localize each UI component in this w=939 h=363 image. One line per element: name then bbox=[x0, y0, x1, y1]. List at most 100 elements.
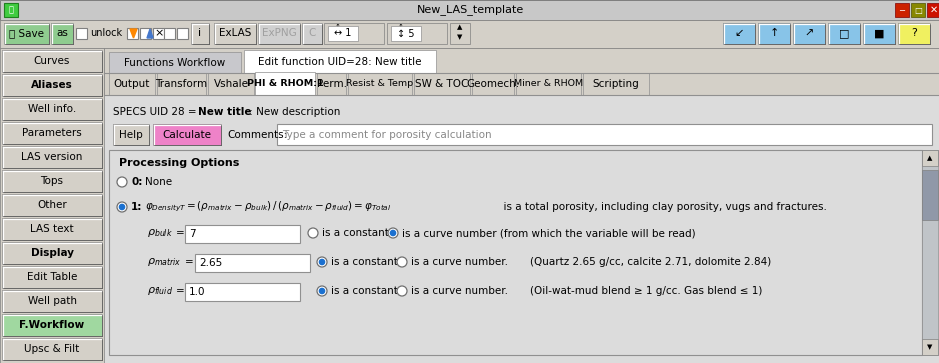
FancyBboxPatch shape bbox=[113, 124, 149, 145]
Text: Parameters: Parameters bbox=[23, 128, 82, 138]
Text: ↑: ↑ bbox=[769, 29, 778, 38]
Circle shape bbox=[319, 260, 325, 265]
Text: Processing Options: Processing Options bbox=[119, 158, 239, 168]
FancyBboxPatch shape bbox=[109, 73, 155, 95]
FancyBboxPatch shape bbox=[2, 218, 102, 240]
FancyBboxPatch shape bbox=[2, 194, 102, 216]
Text: ?: ? bbox=[911, 29, 917, 38]
Text: ─: ─ bbox=[900, 5, 904, 15]
FancyBboxPatch shape bbox=[793, 23, 825, 44]
Text: SPECS UID 28 =: SPECS UID 28 = bbox=[113, 107, 200, 117]
Text: =: = bbox=[176, 228, 185, 238]
Text: 0:: 0: bbox=[131, 177, 143, 187]
Text: ExLAS: ExLAS bbox=[219, 29, 252, 38]
FancyBboxPatch shape bbox=[4, 3, 18, 17]
FancyBboxPatch shape bbox=[348, 73, 412, 95]
Text: New_LAS_template: New_LAS_template bbox=[416, 5, 524, 16]
Text: ▲: ▲ bbox=[457, 24, 463, 30]
Text: $\rho_{fluid}$: $\rho_{fluid}$ bbox=[147, 285, 173, 297]
Text: Geomech.: Geomech. bbox=[467, 79, 519, 89]
FancyBboxPatch shape bbox=[723, 23, 755, 44]
FancyBboxPatch shape bbox=[2, 170, 102, 192]
Text: C: C bbox=[308, 29, 316, 38]
FancyBboxPatch shape bbox=[0, 20, 939, 48]
FancyBboxPatch shape bbox=[109, 150, 922, 355]
FancyBboxPatch shape bbox=[214, 23, 256, 44]
FancyBboxPatch shape bbox=[911, 3, 925, 17]
FancyBboxPatch shape bbox=[157, 73, 206, 95]
Text: ↓: ↓ bbox=[398, 34, 404, 40]
Text: New title: New title bbox=[198, 107, 252, 117]
Text: Scripting: Scripting bbox=[593, 79, 639, 89]
Text: ▼: ▼ bbox=[928, 344, 932, 350]
Text: $\rho_{bulk}$: $\rho_{bulk}$ bbox=[147, 227, 173, 239]
FancyBboxPatch shape bbox=[2, 314, 102, 336]
Text: ↙: ↙ bbox=[734, 29, 744, 38]
Text: 🔒: 🔒 bbox=[8, 5, 13, 15]
FancyBboxPatch shape bbox=[208, 73, 254, 95]
FancyBboxPatch shape bbox=[324, 23, 384, 44]
FancyBboxPatch shape bbox=[2, 290, 102, 312]
FancyBboxPatch shape bbox=[863, 23, 895, 44]
FancyBboxPatch shape bbox=[414, 73, 470, 95]
FancyBboxPatch shape bbox=[104, 48, 939, 363]
FancyBboxPatch shape bbox=[2, 98, 102, 120]
Text: is a constant: is a constant bbox=[331, 257, 398, 267]
Text: Other: Other bbox=[38, 200, 67, 210]
Text: SW & TOC: SW & TOC bbox=[415, 79, 469, 89]
Text: i: i bbox=[198, 29, 202, 38]
Text: LAS version: LAS version bbox=[22, 152, 83, 162]
FancyBboxPatch shape bbox=[244, 50, 436, 73]
FancyBboxPatch shape bbox=[922, 150, 938, 355]
Text: ↕ 5: ↕ 5 bbox=[397, 29, 415, 38]
Text: ✕: ✕ bbox=[930, 5, 938, 15]
Text: Comments:: Comments: bbox=[227, 130, 287, 139]
Text: Aliases: Aliases bbox=[31, 80, 73, 90]
Text: Edit function UID=28: New title: Edit function UID=28: New title bbox=[258, 57, 422, 67]
Text: Type a comment for porosity calculation: Type a comment for porosity calculation bbox=[282, 130, 492, 139]
FancyBboxPatch shape bbox=[302, 23, 322, 44]
FancyBboxPatch shape bbox=[516, 73, 581, 95]
FancyBboxPatch shape bbox=[922, 339, 938, 355]
Text: (Quartz 2.65 g/cc, calcite 2.71, dolomite 2.84): (Quartz 2.65 g/cc, calcite 2.71, dolomit… bbox=[530, 257, 771, 267]
FancyBboxPatch shape bbox=[583, 73, 649, 95]
FancyBboxPatch shape bbox=[2, 74, 102, 96]
Text: Curves: Curves bbox=[34, 56, 70, 66]
FancyBboxPatch shape bbox=[2, 146, 102, 168]
FancyBboxPatch shape bbox=[317, 73, 346, 95]
Text: Well path: Well path bbox=[27, 296, 76, 306]
Text: Vshale: Vshale bbox=[213, 79, 249, 89]
Text: =: = bbox=[185, 257, 193, 267]
Text: 2.65: 2.65 bbox=[199, 258, 223, 268]
FancyBboxPatch shape bbox=[76, 28, 87, 39]
Text: Upsc & Filt: Upsc & Filt bbox=[24, 344, 80, 354]
Text: None: None bbox=[145, 177, 172, 187]
FancyBboxPatch shape bbox=[127, 28, 138, 39]
Text: $\varphi_{DensityT} = (\rho_{matrix} - \rho_{bulk})\,/\,(\rho_{matrix} - \rho_{f: $\varphi_{DensityT} = (\rho_{matrix} - \… bbox=[145, 200, 392, 214]
FancyBboxPatch shape bbox=[153, 124, 221, 145]
Text: Edit Table: Edit Table bbox=[27, 272, 77, 282]
Text: Functions Workflow: Functions Workflow bbox=[124, 57, 225, 68]
Polygon shape bbox=[147, 29, 153, 38]
FancyBboxPatch shape bbox=[828, 23, 860, 44]
Circle shape bbox=[397, 257, 407, 267]
FancyBboxPatch shape bbox=[922, 170, 938, 220]
FancyBboxPatch shape bbox=[927, 3, 939, 17]
Text: is a constant: is a constant bbox=[322, 228, 389, 238]
Text: Resist & Temp: Resist & Temp bbox=[346, 79, 413, 89]
Text: 1:: 1: bbox=[131, 202, 143, 212]
FancyBboxPatch shape bbox=[191, 23, 209, 44]
Text: ↑: ↑ bbox=[398, 24, 404, 30]
FancyBboxPatch shape bbox=[255, 72, 315, 95]
Text: $\rho_{matrix}$: $\rho_{matrix}$ bbox=[147, 256, 181, 268]
Text: Miner & RHOM: Miner & RHOM bbox=[514, 79, 583, 89]
Text: Tops: Tops bbox=[40, 176, 64, 186]
Text: □: □ bbox=[914, 5, 922, 15]
FancyBboxPatch shape bbox=[758, 23, 790, 44]
Text: 💾 Save: 💾 Save bbox=[9, 29, 44, 38]
Circle shape bbox=[308, 228, 318, 238]
Text: F.Workflow: F.Workflow bbox=[20, 320, 85, 330]
Text: Calculate: Calculate bbox=[162, 130, 211, 139]
Text: unlock: unlock bbox=[90, 29, 122, 38]
Text: ▲: ▲ bbox=[928, 155, 932, 161]
